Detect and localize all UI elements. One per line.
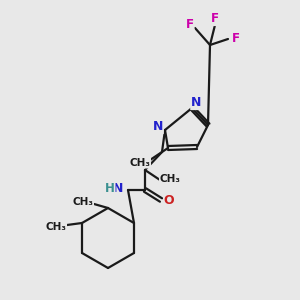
Text: O: O [164,194,174,208]
Text: F: F [232,32,240,44]
Text: N: N [191,97,201,110]
Text: N: N [113,182,123,196]
Text: H: H [105,182,115,196]
Text: CH₃: CH₃ [46,222,67,232]
Text: CH₃: CH₃ [130,158,151,168]
Text: CH₃: CH₃ [160,174,181,184]
Text: N: N [153,121,163,134]
Text: F: F [186,19,194,32]
Text: CH₃: CH₃ [73,197,94,207]
Text: F: F [211,13,219,26]
